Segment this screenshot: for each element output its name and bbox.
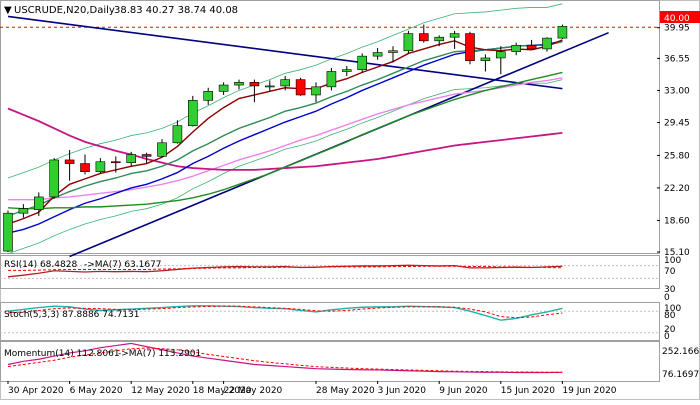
ma-line-0 — [8, 77, 563, 201]
date-tick-label: 9 Jun 2020 — [439, 386, 488, 396]
momentum-tick-low: 76.1697 — [662, 370, 699, 380]
candle-body — [203, 91, 213, 101]
stoch-tick-20: 20 — [664, 325, 676, 335]
rsi-tick-70: 70 — [664, 267, 676, 277]
date-tick-label: 12 May 2020 — [131, 386, 190, 396]
date-tick-label: 28 May 2020 — [316, 386, 375, 396]
price-tick-label: 25.80 — [664, 151, 690, 161]
stoch-tick-100: 100 — [664, 304, 681, 314]
symbol-label: USCRUDE,N20,Daily — [14, 5, 115, 16]
rsi-tick-0: 0 — [664, 293, 670, 303]
candle-body — [434, 36, 445, 42]
candle-body — [526, 45, 537, 50]
date-tick-label: 3 Jun 2020 — [378, 386, 427, 396]
date-tick-label: 6 May 2020 — [70, 386, 123, 396]
date-tick-label: 22 May 2020 — [224, 386, 283, 396]
band-upper-line — [7, 3, 563, 179]
candle-body — [3, 212, 13, 252]
stoch-panel — [0, 302, 660, 341]
current-price-label: 40.00 — [664, 14, 690, 24]
main-panel — [0, 0, 660, 254]
rsi-tick-30: 30 — [664, 285, 676, 295]
current-price-tag — [660, 11, 700, 23]
price-tick-label: 18.60 — [664, 216, 690, 226]
candle-body — [64, 159, 75, 164]
momentum-label: Momentum(14) 112.8061 — [4, 349, 120, 359]
momentum-ma-label: ->MA(7) 113.2901 — [118, 349, 201, 359]
candle-body — [33, 196, 44, 210]
chart-menu-icon[interactable]: ▼ — [4, 5, 12, 16]
candle-body — [157, 142, 167, 157]
stoch-tick-0: 0 — [664, 332, 670, 342]
price-tick-label: 36.55 — [664, 54, 690, 64]
rsi-tick-100: 100 — [664, 256, 681, 266]
candle-body — [249, 82, 260, 87]
candle-body — [372, 52, 383, 57]
candle-body — [264, 85, 275, 88]
rsi-ma-label: ->MA(7) 63.1677 — [84, 260, 162, 270]
candle-body — [357, 55, 368, 70]
candle-body — [172, 125, 183, 144]
momentum-line — [7, 342, 563, 374]
candle-body — [95, 161, 106, 172]
candle-body — [126, 154, 136, 163]
candle-body — [188, 100, 198, 126]
candle-body — [49, 159, 60, 198]
candle-body — [295, 79, 306, 96]
rsi-ma-line — [8, 265, 563, 271]
date-tick-label: 30 Apr 2020 — [8, 386, 64, 396]
momentum-tick-high: 252.1662 — [662, 347, 700, 357]
candle-body — [234, 82, 244, 86]
candle-body — [480, 57, 491, 61]
candle-body — [341, 69, 352, 72]
stoch-tick-80: 80 — [664, 311, 676, 321]
candle-body — [326, 71, 337, 88]
date-tick-label: 18 May 2020 — [193, 386, 252, 396]
candle-body — [542, 37, 552, 50]
price-tick-label: 22.20 — [664, 184, 690, 194]
candle-body — [403, 33, 414, 52]
candle-body — [465, 33, 475, 61]
price-tick-label: 15.10 — [664, 248, 690, 258]
date-tick-label: 15 Jun 2020 — [501, 386, 555, 396]
momentum-panel — [0, 341, 660, 382]
ma-line-1 — [7, 107, 563, 171]
candle-body — [141, 154, 152, 157]
ma-line-5 — [7, 71, 563, 210]
candle-body — [418, 33, 429, 42]
candle-body — [80, 163, 90, 172]
candle-body — [388, 50, 398, 53]
candle-body — [511, 45, 522, 52]
price-tick-label: 33.00 — [664, 86, 690, 96]
candle-body — [449, 33, 460, 38]
candle-body — [218, 84, 229, 92]
candle-body — [280, 79, 291, 87]
rsi-line — [7, 264, 563, 278]
price-tick-label: 39.95 — [664, 24, 690, 34]
rsi-label: RSI(14) 68.4828 — [4, 260, 77, 270]
rsi-panel — [0, 255, 660, 289]
downtrend-line — [7, 15, 563, 90]
stoch-d-line — [7, 305, 563, 319]
candle-body — [311, 86, 321, 96]
candle-body — [495, 51, 506, 59]
candle-body — [18, 208, 29, 214]
candle-body — [111, 161, 121, 164]
ohlc-readout: 38.83 40.27 38.74 40.08 — [114, 5, 238, 16]
band-lower-line — [7, 79, 563, 255]
date-tick-label: 19 Jun 2020 — [562, 386, 616, 396]
candle-body — [557, 26, 568, 39]
price-tick-label: 29.45 — [664, 118, 690, 128]
stoch-label: Stoch(5,3,3) 87.8886 74.7131 — [4, 310, 139, 320]
